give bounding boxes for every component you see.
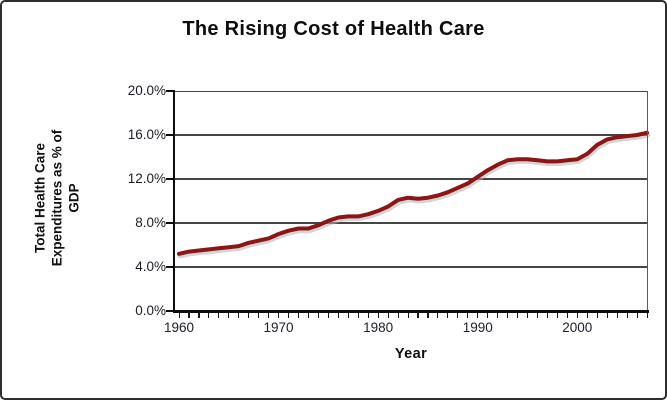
x-axis-tick	[536, 312, 539, 318]
x-axis-tick	[527, 312, 529, 318]
y-axis-line	[172, 89, 176, 313]
x-axis-tick	[307, 312, 310, 318]
x-axis-tick-label: 1960	[163, 320, 195, 335]
x-axis-tick	[417, 312, 419, 318]
y-axis-tick-label: 12.0%	[127, 171, 166, 186]
x-axis-tick	[377, 312, 379, 318]
x-axis-tick	[208, 312, 210, 318]
y-axis-tick	[166, 266, 173, 268]
y-axis-tick	[166, 310, 173, 312]
x-axis-tick	[297, 312, 300, 318]
y-axis-tick	[166, 134, 173, 136]
x-axis-tick	[188, 312, 190, 318]
x-axis-tick	[367, 312, 369, 318]
x-axis-tick	[576, 312, 578, 318]
y-axis-tick-label: 0.0%	[135, 303, 166, 318]
y-axis-title-line: GDP	[66, 183, 82, 213]
series-line-shadow	[177, 133, 651, 259]
x-axis-tick	[317, 312, 319, 318]
x-axis-tick	[427, 312, 429, 318]
x-axis-tick	[397, 312, 399, 318]
x-axis-tick	[626, 312, 628, 318]
x-axis-tick-label: 1980	[363, 320, 394, 335]
x-axis-tick	[477, 312, 479, 318]
x-axis-tick	[387, 312, 389, 318]
x-axis-tick	[268, 312, 270, 318]
x-axis-tick	[407, 312, 409, 318]
y-axis-tick-label: 8.0%	[135, 215, 166, 230]
gridline	[175, 222, 647, 224]
x-axis-tick	[347, 312, 349, 318]
x-axis-tick	[178, 312, 180, 318]
x-axis-tick	[616, 312, 618, 318]
x-axis-tick	[447, 312, 449, 318]
y-axis-tick	[166, 178, 173, 180]
x-axis-tick	[467, 312, 469, 318]
y-axis-title-line: Expenditures as % of	[49, 129, 65, 267]
x-axis-tick	[497, 312, 499, 318]
x-axis-tick	[636, 312, 638, 318]
plot-area	[175, 91, 651, 311]
x-axis-tick	[198, 312, 200, 318]
x-axis-line	[172, 310, 649, 313]
x-axis-tick	[218, 312, 220, 318]
x-axis-tick	[566, 312, 568, 318]
x-axis-tick	[646, 312, 648, 318]
y-axis-tick-label: 20.0%	[127, 83, 166, 98]
y-axis-tick-label: 16.0%	[127, 127, 166, 142]
x-axis-tick	[606, 312, 608, 318]
x-axis-tick	[238, 312, 240, 318]
y-axis-title: Total Health Care Expenditures as % of G…	[32, 73, 83, 323]
x-axis-tick	[337, 312, 339, 318]
x-axis-tick-label: 2000	[562, 320, 593, 335]
x-axis-tick-label: 1970	[263, 320, 294, 335]
plot-border-top	[175, 90, 647, 92]
chart-title: The Rising Cost of Health Care	[182, 18, 485, 40]
gridline	[175, 266, 647, 268]
y-axis-tick-label: 4.0%	[135, 259, 166, 274]
y-axis-tick	[166, 222, 173, 224]
gridline	[175, 134, 647, 136]
x-axis-tick	[487, 312, 489, 318]
x-axis-tick	[596, 312, 598, 318]
x-axis-tick	[457, 312, 459, 318]
x-axis-tick	[327, 312, 329, 318]
x-axis-tick	[437, 312, 439, 318]
x-axis-tick	[228, 312, 230, 318]
x-axis-tick	[556, 312, 558, 318]
x-axis-tick	[357, 312, 359, 318]
y-axis-title-line: Total Health Care	[32, 142, 48, 254]
gridline	[175, 178, 647, 180]
x-axis-tick	[278, 312, 280, 318]
x-axis-tick	[258, 312, 260, 318]
x-axis-tick	[517, 312, 519, 318]
series-line	[177, 130, 649, 256]
x-axis-tick	[546, 312, 549, 318]
x-axis-tick	[248, 312, 250, 318]
x-axis-tick	[288, 312, 290, 318]
x-axis-tick-label: 1990	[462, 320, 493, 335]
x-axis-tick	[507, 312, 509, 318]
plot-border-right	[646, 91, 648, 311]
x-axis-title: Year	[394, 346, 428, 362]
y-axis-tick	[166, 90, 173, 92]
x-axis-tick	[586, 312, 588, 318]
